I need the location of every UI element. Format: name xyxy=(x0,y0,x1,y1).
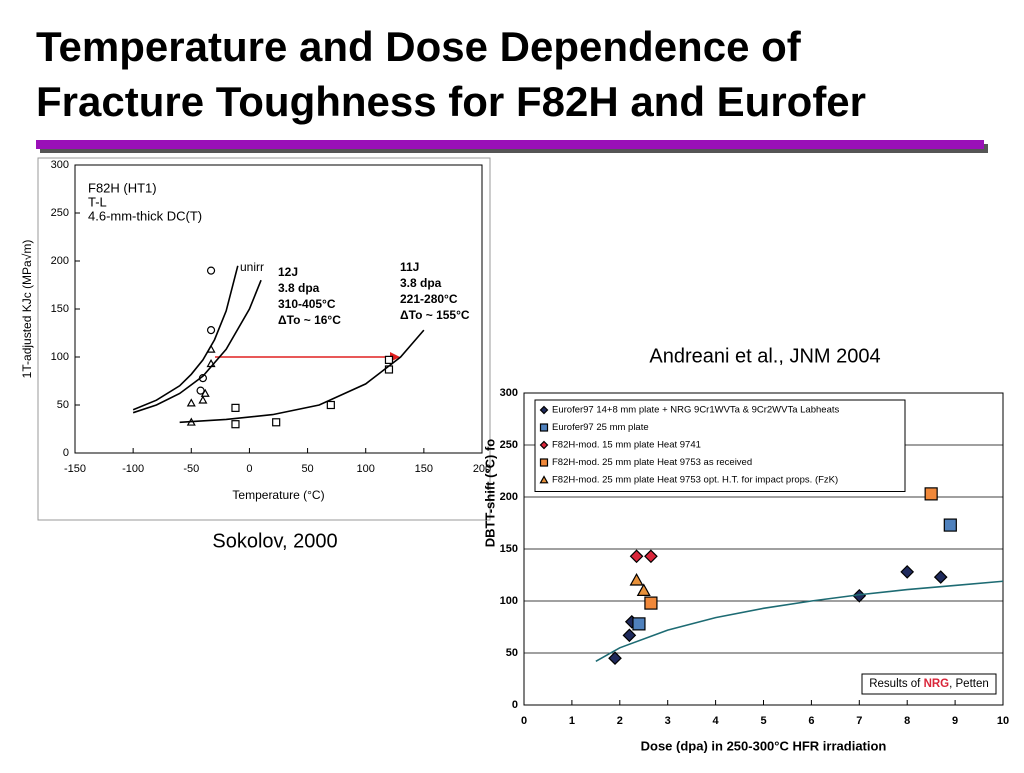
annotation: 310-405°C xyxy=(278,297,336,311)
y-tick-label: 250 xyxy=(500,439,518,451)
point xyxy=(539,475,549,484)
point xyxy=(622,628,637,643)
title-rule xyxy=(36,140,984,149)
title-line: Fracture Toughness for F82H and Eurofer xyxy=(36,78,866,125)
point xyxy=(206,326,216,335)
y-axis-label: 1T-adjusted KJc (MPa√m) xyxy=(20,240,34,379)
legend-label: Eurofer97 14+8 mm plate + NRG 9Cr1WVTa &… xyxy=(552,405,839,416)
point xyxy=(539,440,549,450)
point xyxy=(539,458,549,467)
point xyxy=(206,266,216,275)
y-tick-label: 100 xyxy=(500,595,518,607)
legend-label: F82H-mod. 25 mm plate Heat 9753 as recei… xyxy=(552,457,752,468)
y-tick-label: 300 xyxy=(51,159,69,171)
x-tick-label: 50 xyxy=(301,463,313,475)
point xyxy=(539,423,549,432)
x-tick-label: 5 xyxy=(760,715,766,727)
x-tick-label: -50 xyxy=(183,463,199,475)
point xyxy=(539,405,549,415)
x-tick-label: 150 xyxy=(415,463,433,475)
annotation: F82H (HT1) xyxy=(88,180,157,195)
y-tick-label: 50 xyxy=(57,399,69,411)
point xyxy=(933,570,948,584)
legend-label: Eurofer97 25 mm plate xyxy=(552,422,649,433)
point xyxy=(198,395,208,404)
annotation: 3.8 dpa xyxy=(400,276,442,290)
y-tick-label: 0 xyxy=(512,699,518,711)
point xyxy=(900,565,915,579)
y-tick-label: 50 xyxy=(506,647,518,659)
annotation: 3.8 dpa xyxy=(278,281,320,295)
x-tick-label: 6 xyxy=(808,715,814,727)
fit-curve xyxy=(595,580,1004,663)
point xyxy=(186,398,196,407)
figure-frame xyxy=(37,157,491,521)
annotation: ΔTo ~ 155°C xyxy=(400,308,470,322)
point xyxy=(231,420,240,429)
point xyxy=(608,651,622,666)
y-tick-label: 150 xyxy=(51,303,69,315)
x-tick-label: 4 xyxy=(713,715,720,727)
fit-curve xyxy=(132,279,262,414)
caption: Sokolov, 2000 xyxy=(212,530,337,552)
point xyxy=(326,400,335,410)
point xyxy=(200,388,210,397)
point xyxy=(636,583,651,597)
legend-label: F82H-mod. 25 mm plate Heat 9753 opt. H.T… xyxy=(552,475,838,486)
legend-label: F82H-mod. 15 mm plate Heat 9741 xyxy=(552,440,701,451)
note-box xyxy=(861,673,997,695)
point xyxy=(629,549,644,564)
point xyxy=(231,403,240,412)
x-tick-label: -100 xyxy=(122,463,144,475)
annotation: unirr xyxy=(240,260,264,274)
annotation: 221-280°C xyxy=(400,292,458,306)
title-line: Temperature and Dose Dependence of xyxy=(36,23,802,70)
x-tick-label: 2 xyxy=(617,715,623,727)
annotation: 11J xyxy=(400,260,419,274)
point xyxy=(924,487,938,501)
fit-curve xyxy=(179,329,425,424)
x-tick-label: 7 xyxy=(856,715,862,727)
note: Results of NRG, Petten xyxy=(869,678,989,690)
fit-curve xyxy=(132,265,239,411)
point xyxy=(943,518,957,532)
note-part: NRG xyxy=(924,678,950,690)
x-tick-label: 10 xyxy=(997,715,1009,727)
x-tick-label: 1 xyxy=(569,715,575,727)
annotation: ΔTo ~ 16°C xyxy=(278,313,341,327)
caption: Andreani et al., JNM 2004 xyxy=(649,345,880,367)
point xyxy=(644,596,658,610)
y-tick-label: 250 xyxy=(51,207,69,219)
legend xyxy=(534,399,906,492)
y-tick-label: 150 xyxy=(500,543,518,555)
x-tick-label: 0 xyxy=(246,463,252,475)
note-part: Results of xyxy=(869,678,923,690)
y-tick-label: 0 xyxy=(63,447,69,459)
x-axis-label: Temperature (°C) xyxy=(232,488,324,502)
x-tick-label: -150 xyxy=(64,463,86,475)
point xyxy=(644,549,658,564)
annotation: T-L xyxy=(88,194,107,209)
y-tick-label: 300 xyxy=(500,387,518,399)
x-tick-label: 100 xyxy=(357,463,375,475)
point xyxy=(384,355,394,364)
x-tick-label: 8 xyxy=(904,715,910,727)
annotation: 12J xyxy=(278,265,298,279)
point xyxy=(632,617,646,631)
x-tick-label: 3 xyxy=(665,715,671,727)
note-part: , Petten xyxy=(949,678,989,690)
y-tick-label: 100 xyxy=(51,351,69,363)
x-tick-label: 9 xyxy=(952,715,958,727)
y-tick-label: 200 xyxy=(51,255,69,267)
point xyxy=(629,572,644,586)
y-axis-label: DBTT-shift (°C) fo xyxy=(482,439,497,548)
y-tick-label: 200 xyxy=(500,491,518,503)
x-tick-label: 200 xyxy=(473,463,491,475)
x-axis-label: Dose (dpa) in 250-300°C HFR irradiation xyxy=(641,738,887,753)
x-tick-label: 0 xyxy=(521,715,527,727)
annotation: 4.6-mm-thick DC(T) xyxy=(88,208,202,223)
point xyxy=(272,418,281,427)
point xyxy=(196,386,205,395)
